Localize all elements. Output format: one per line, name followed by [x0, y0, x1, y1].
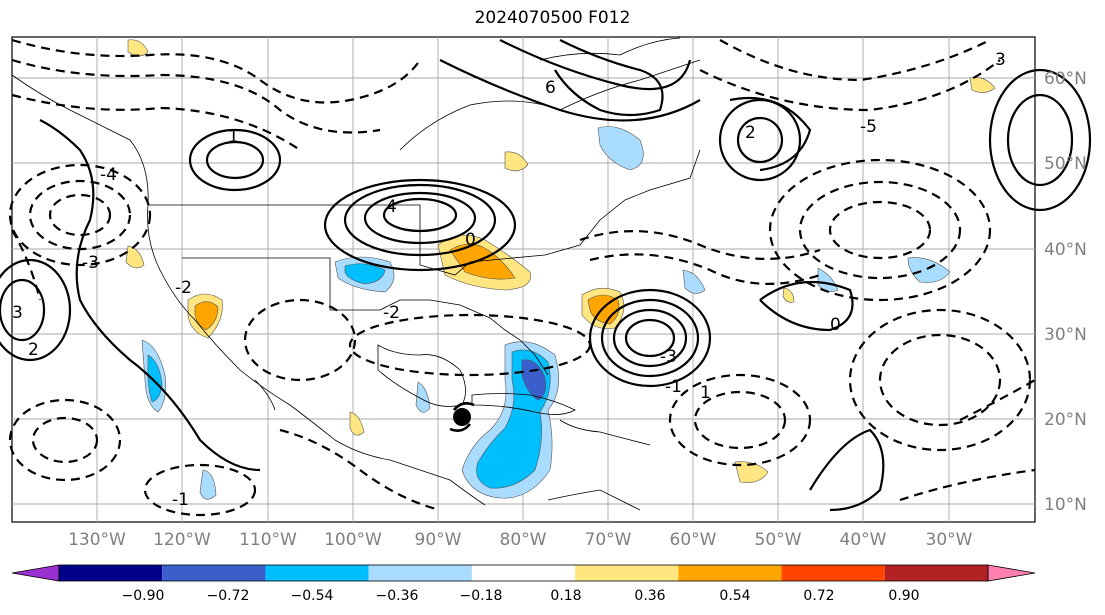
contour-label: -1	[172, 490, 189, 510]
lon-label: 80°W	[500, 530, 547, 550]
contour-label: -5	[860, 117, 877, 137]
colorbar-tick: −0.36	[376, 588, 419, 604]
lon-label: 40°W	[840, 530, 887, 550]
colorbar-frame	[58, 564, 989, 582]
colorbar-tick: 0.72	[803, 588, 834, 604]
longitude-labels: 130°W 120°W 110°W 100°W 90°W 80°W 70°W 6…	[68, 530, 973, 550]
lat-label: 30°N	[1044, 325, 1087, 345]
contour-label: -3	[660, 347, 677, 367]
contour-label: 6	[545, 78, 556, 98]
contour-label: 3	[12, 303, 23, 323]
contour-labels: 3 2 1 0 -1 -2 -3 -4 4 6 -3 3 -2 2 1 -1 0…	[12, 50, 1006, 510]
latitude-labels: 60°N 50°N 40°N 30°N 20°N 10°N	[1044, 69, 1087, 515]
colorbar-tick: −0.72	[207, 588, 250, 604]
colorbar-swatch	[162, 565, 266, 581]
colorbar-swatch	[265, 565, 369, 581]
contour-label: -1	[665, 377, 682, 397]
colorbar-extend-min	[11, 564, 60, 582]
lat-label: 40°N	[1044, 240, 1087, 260]
lon-label: 130°W	[68, 530, 126, 550]
lat-label: 20°N	[1044, 410, 1087, 430]
colorbar-ticks: −0.90 −0.72 −0.54 −0.36 −0.18 0.18 0.36 …	[122, 588, 920, 604]
lon-label: 110°W	[239, 530, 297, 550]
contour-label: 2	[745, 123, 756, 143]
lon-label: 90°W	[415, 530, 462, 550]
lat-label: 10°N	[1044, 495, 1087, 515]
contour-label: -3	[82, 253, 99, 273]
lat-label: 50°N	[1044, 154, 1087, 174]
shaded-anomalies	[125, 39, 996, 500]
colorbar-swatch	[59, 565, 163, 581]
lon-label: 50°W	[755, 530, 802, 550]
lat-label: 60°N	[1044, 69, 1087, 89]
contour-label: 1	[700, 383, 711, 403]
contours-negative	[8, 38, 1036, 517]
colorbar-swatch	[678, 565, 782, 581]
contour-label: -4	[100, 165, 117, 185]
colorbar-swatch	[884, 565, 988, 581]
contour-label: 1	[228, 127, 239, 147]
contours-positive	[0, 39, 1092, 512]
colorbar-tick: 0.18	[550, 588, 581, 604]
colorbar-tick: 0.36	[634, 588, 665, 604]
contour-label: 0	[465, 230, 476, 250]
colorbar-swatch	[368, 565, 472, 581]
contour-label: -2	[175, 278, 192, 298]
colorbar-tick: −0.54	[291, 588, 334, 604]
contour-label: 0	[830, 315, 841, 335]
colorbar-tick: −0.18	[460, 588, 503, 604]
colorbar-swatch	[575, 565, 679, 581]
lon-label: 70°W	[585, 530, 632, 550]
colorbar-tick: 0.90	[888, 588, 919, 604]
hurricane-marker	[449, 402, 475, 432]
lon-label: 120°W	[153, 530, 211, 550]
colorbar-swatch	[781, 565, 885, 581]
colorbar-extend-max	[987, 564, 1036, 582]
colorbar-tick: 0.54	[719, 588, 750, 604]
lon-label: 100°W	[324, 530, 382, 550]
contour-label: 4	[386, 197, 397, 217]
colorbar	[11, 564, 1036, 582]
contour-label: 2	[28, 340, 39, 360]
map-title: 2024070500 F012	[474, 8, 631, 28]
contour-label: -2	[383, 303, 400, 323]
lon-label: 30°W	[926, 530, 973, 550]
contour-label: 3	[995, 50, 1006, 70]
lon-label: 60°W	[670, 530, 717, 550]
colorbar-tick: −0.90	[122, 588, 165, 604]
colorbar-swatch	[471, 565, 576, 581]
